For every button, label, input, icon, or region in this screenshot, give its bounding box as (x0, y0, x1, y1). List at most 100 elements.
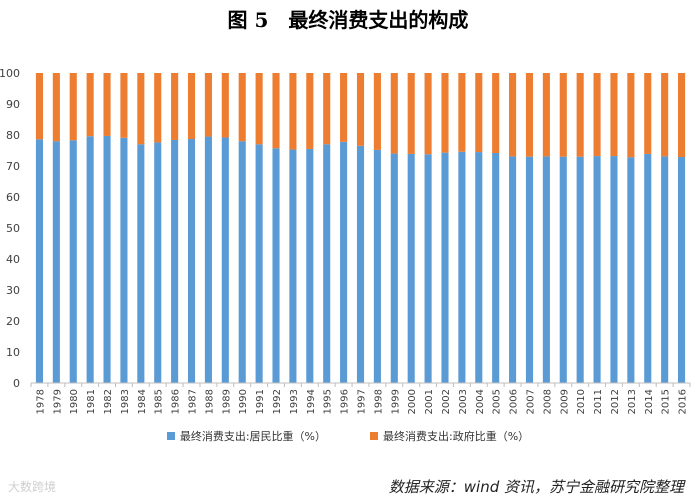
x-tick-label: 2006 (509, 389, 520, 414)
bar-government (272, 73, 280, 149)
x-tick-label: 2013 (627, 389, 638, 414)
bar-resident (171, 139, 179, 383)
x-tick-label: 2012 (610, 389, 621, 414)
bar-resident (593, 156, 601, 383)
bar-resident (204, 136, 212, 383)
bar-resident (492, 152, 500, 383)
y-tick-label: 10 (6, 346, 20, 359)
y-tick-label: 60 (6, 191, 20, 204)
x-tick-label: 1983 (120, 389, 131, 414)
x-tick-label: 1996 (340, 389, 351, 414)
bar-resident (52, 141, 60, 383)
bar-government (644, 73, 652, 154)
bar-resident (576, 156, 584, 383)
bar-resident (187, 139, 196, 383)
bar-government (509, 73, 517, 157)
bar-government (69, 73, 77, 141)
x-tick-label: 2003 (458, 389, 469, 414)
bar-government (187, 73, 196, 140)
bar-government (610, 73, 618, 157)
y-tick-label: 30 (6, 284, 20, 297)
bar-government (390, 73, 398, 154)
x-tick-label: 1984 (137, 389, 148, 414)
y-axis: 0 10 20 30 40 50 60 70 80 90 100 (0, 67, 20, 390)
bar-government (373, 73, 381, 150)
legend-swatch-resident (166, 432, 175, 440)
x-tick-label: 1980 (69, 389, 80, 414)
bar-resident (373, 149, 381, 383)
bar-resident (103, 135, 111, 383)
y-tick-label: 100 (0, 67, 20, 80)
x-tick-label: 2000 (407, 389, 418, 414)
bar-government (137, 73, 145, 145)
bar-resident (323, 144, 331, 383)
bar-government (255, 73, 263, 145)
chart-title: 图 5 最终消费支出的构成 (227, 8, 469, 32)
x-tick-label: 1987 (188, 389, 199, 414)
bar-resident (255, 144, 263, 383)
bar-resident (289, 149, 297, 383)
bar-government (221, 73, 229, 138)
legend-label-resident: 最终消费支出:居民比重（%） (179, 430, 326, 443)
legend-item-resident: 最终消费支出:居民比重（%） (166, 428, 326, 444)
x-tick-label: 1986 (171, 389, 182, 414)
bar-government (306, 73, 314, 149)
bar-government (542, 73, 550, 157)
x-tick-label: 1992 (272, 389, 283, 414)
bar-government (475, 73, 483, 153)
x-tick-label: 2007 (525, 389, 536, 414)
x-tick-label: 1985 (154, 389, 165, 414)
bar-government (52, 73, 60, 142)
x-tick-label: 1990 (238, 389, 249, 414)
bar-government (424, 73, 432, 155)
bar-resident (407, 153, 415, 383)
bar-resident (120, 137, 128, 383)
y-tick-label: 40 (6, 253, 20, 266)
bar-government (407, 73, 415, 154)
bar-resident (86, 136, 94, 383)
x-tick-label: 1997 (357, 389, 368, 414)
y-tick-label: 50 (6, 222, 20, 235)
y-tick-label: 90 (6, 98, 20, 111)
legend-label-government: 最终消费支出:政府比重（%） (383, 430, 530, 443)
bar-resident (559, 156, 567, 383)
bar-government (492, 73, 500, 153)
x-tick-label: 2016 (678, 389, 689, 414)
x-tick-label: 2010 (576, 389, 587, 414)
bar-government (103, 73, 111, 136)
bar-government (678, 73, 686, 158)
bar-government (35, 73, 43, 140)
bar-resident (475, 152, 483, 383)
bar-resident (610, 156, 618, 383)
bar-resident (627, 157, 635, 383)
bar-resident (154, 142, 162, 383)
x-tick-label: 1988 (204, 389, 215, 414)
bar-government (559, 73, 567, 157)
bar-government (323, 73, 331, 145)
bar-resident (356, 145, 365, 383)
y-tick-label: 0 (13, 377, 20, 390)
x-tick-label: 2002 (441, 389, 452, 414)
x-tick-label: 2015 (661, 389, 672, 414)
chart-legend: 最终消费支出:居民比重（%） 最终消费支出:政府比重（%） (0, 428, 696, 444)
legend-swatch-government (370, 432, 378, 440)
x-tick-label: 1998 (373, 389, 384, 414)
bar-government (627, 73, 635, 158)
bar-resident (238, 141, 246, 383)
x-tick-label: 2009 (559, 389, 570, 414)
bar-government (171, 73, 179, 140)
x-tick-label: 2014 (644, 389, 655, 414)
bar-resident (644, 153, 652, 383)
bar-resident (424, 154, 432, 383)
x-axis: 1978 1979 1980 1981 1982 1983 1984 1985 1986 1987… (30, 382, 691, 414)
bar-resident (441, 152, 449, 383)
y-tick-label: 70 (6, 160, 20, 173)
legend-item-government: 最终消费支出:政府比重（%） (370, 428, 529, 444)
bar-resident (340, 141, 348, 383)
x-tick-label: 2001 (424, 389, 435, 414)
bar-government (525, 73, 534, 157)
bar-series (35, 73, 686, 383)
x-tick-label: 2004 (475, 389, 486, 414)
bar-resident (509, 156, 517, 383)
